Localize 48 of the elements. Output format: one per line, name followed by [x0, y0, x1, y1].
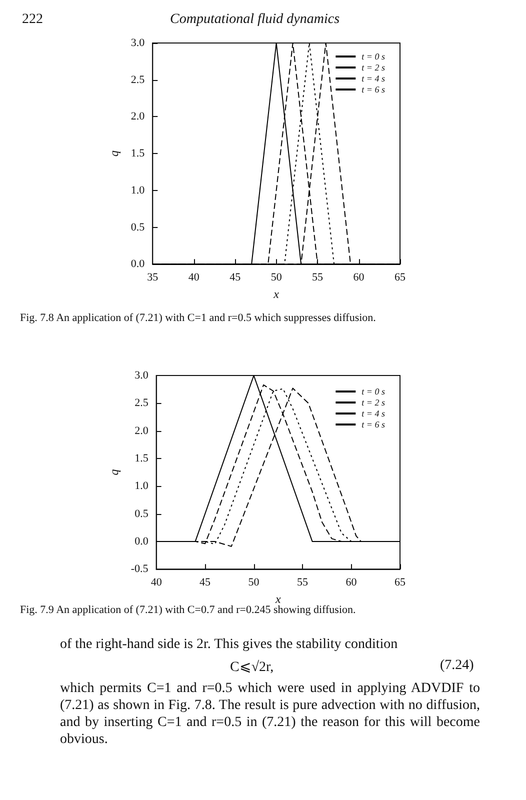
- x-tick-label: 60: [346, 576, 358, 589]
- y-tick-label: 2.0: [130, 110, 146, 123]
- x-tick-label: 35: [147, 272, 159, 284]
- y-axis-title: q: [107, 469, 121, 476]
- x-tick-label: 50: [248, 576, 260, 589]
- text: 222: [22, 12, 43, 28]
- text: C⩽√2r,: [230, 658, 274, 676]
- y-tick-label: 1.0: [134, 480, 149, 492]
- legend-label: t = 4 s: [362, 74, 386, 84]
- text: which permits C=1 and r=0.5 which were used in applying ADVDIF to (7.21) as shown in Fig. 7.8. The result is pure advection with no diffusion, and by inserting C=1 and r=0.5 in (7.21) the reason for this will become obvious.: [60, 680, 480, 748]
- y-tick-label: 2.0: [134, 424, 149, 437]
- x-tick-label: 55: [312, 272, 324, 284]
- text: of the right-hand side is 2r. This gives the stability condition: [60, 636, 399, 653]
- legend-label: t = 2 s: [362, 62, 386, 72]
- y-tick-label: 0.0: [134, 535, 149, 548]
- y-tick-label: 2.5: [134, 397, 149, 410]
- y-axis-title: q: [107, 150, 121, 157]
- caption: Fig. 7.8 An application of (7.21) with C=1 and r=0.5 which suppresses diffusion.: [20, 312, 376, 324]
- x-tick-label: 50: [270, 272, 282, 284]
- legend-label: t = 0 s: [362, 52, 386, 62]
- y-tick-label: -0.5: [130, 563, 149, 576]
- x-tick-label: 45: [230, 272, 242, 284]
- y-tick-label: 2.5: [130, 74, 146, 86]
- legend-label: t = 6 s: [362, 84, 386, 94]
- x-tick-label: 65: [394, 272, 406, 284]
- x-tick-label: 60: [353, 272, 365, 284]
- x-axis-title: x: [274, 592, 282, 606]
- x-tick-label: 55: [297, 576, 309, 589]
- x-tick-label: 40: [188, 272, 200, 284]
- x-axis-title: x: [272, 287, 280, 301]
- text: Computational fluid dynamics: [170, 12, 340, 28]
- y-tick-label: 3.0: [134, 370, 149, 382]
- x-tick-label: 40: [150, 576, 162, 589]
- y-tick-label: 1.5: [130, 148, 146, 160]
- y-tick-label: 1.5: [134, 452, 149, 464]
- legend-label: t = 4 s: [362, 408, 386, 418]
- x-tick-label: 65: [394, 576, 406, 589]
- y-tick-label: 3.0: [130, 37, 146, 49]
- legend-label: t = 0 s: [362, 386, 386, 396]
- legend-label: t = 2 s: [362, 398, 386, 408]
- y-tick-label: 0.5: [130, 221, 146, 234]
- y-tick-label: 0.0: [130, 258, 146, 270]
- text: (7.24): [440, 658, 474, 674]
- y-tick-label: 0.5: [134, 508, 149, 520]
- x-tick-label: 45: [200, 576, 212, 589]
- legend-label: t = 6 s: [362, 420, 386, 430]
- y-tick-label: 1.0: [130, 184, 146, 196]
- caption: Fig. 7.9 An application of (7.21) with C=0.7 and r=0.245 showing diffusion.: [20, 604, 356, 616]
